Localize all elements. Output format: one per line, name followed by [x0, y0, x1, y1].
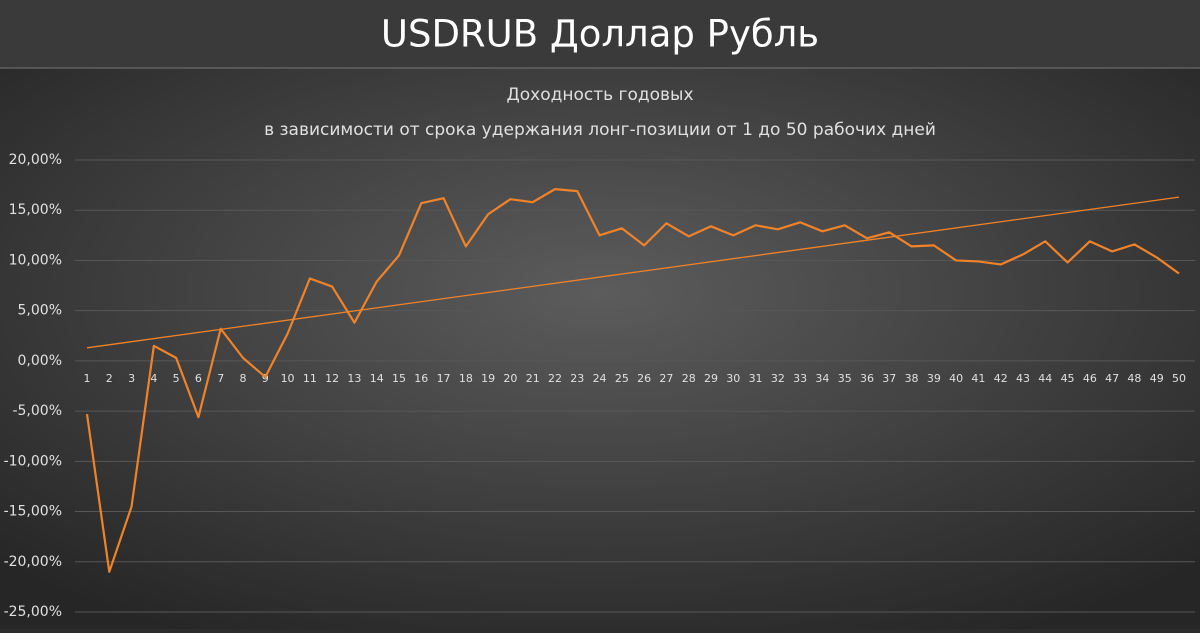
x-tick-label: 19: [481, 372, 495, 385]
x-tick-label: 2: [106, 372, 113, 385]
x-tick-label: 21: [526, 372, 540, 385]
x-tick-label: 40: [949, 372, 963, 385]
x-tick-label: 11: [303, 372, 317, 385]
x-tick-label: 42: [994, 372, 1008, 385]
y-tick-label: -20,00%: [4, 554, 62, 570]
x-tick-label: 43: [1016, 372, 1030, 385]
plot-background: [0, 68, 1200, 629]
y-tick-label: 15,00%: [9, 202, 62, 218]
x-tick-label: 47: [1105, 372, 1119, 385]
x-tick-label: 15: [392, 372, 406, 385]
x-tick-label: 31: [749, 372, 763, 385]
y-tick-label: 0,00%: [18, 353, 62, 369]
x-tick-label: 48: [1127, 372, 1141, 385]
x-tick-label: 10: [281, 372, 295, 385]
x-tick-label: 8: [240, 372, 247, 385]
x-tick-label: 37: [882, 372, 896, 385]
x-tick-label: 16: [414, 372, 428, 385]
x-tick-label: 44: [1038, 372, 1052, 385]
x-tick-label: 30: [726, 372, 740, 385]
x-tick-label: 34: [815, 372, 829, 385]
x-tick-label: 50: [1172, 372, 1186, 385]
x-tick-label: 12: [325, 372, 339, 385]
x-tick-label: 39: [927, 372, 941, 385]
y-tick-label: -10,00%: [4, 453, 62, 469]
x-tick-label: 20: [503, 372, 517, 385]
x-tick-label: 41: [971, 372, 985, 385]
y-tick-label: -25,00%: [4, 604, 62, 620]
x-tick-label: 23: [570, 372, 584, 385]
x-tick-label: 32: [771, 372, 785, 385]
x-tick-label: 7: [217, 372, 224, 385]
y-tick-label: 10,00%: [9, 252, 62, 268]
x-tick-label: 3: [128, 372, 135, 385]
data-line: [85, 188, 1180, 573]
x-tick-label: 29: [704, 372, 718, 385]
x-tick-label: 17: [437, 372, 451, 385]
x-tick-label: 35: [838, 372, 852, 385]
x-tick-label: 6: [195, 372, 202, 385]
x-tick-label: 22: [548, 372, 562, 385]
x-tick-label: 49: [1150, 372, 1164, 385]
x-tick-label: 24: [593, 372, 607, 385]
title-banner: [0, 0, 1200, 68]
x-tick-label: 33: [793, 372, 807, 385]
y-tick-label: -5,00%: [12, 403, 62, 419]
y-tick-label: -15,00%: [4, 504, 62, 520]
x-tick-label: 1: [84, 372, 91, 385]
chart-subtitle: Доходность годовых: [506, 85, 693, 105]
x-tick-label: 45: [1061, 372, 1075, 385]
x-tick-label: 26: [637, 372, 651, 385]
x-tick-label: 4: [150, 372, 157, 385]
x-tick-label: 5: [173, 372, 180, 385]
trendline: [86, 196, 1180, 349]
x-tick-label: 38: [905, 372, 919, 385]
x-tick-label: 18: [459, 372, 473, 385]
chart-title: USDRUB Доллар Рубль: [381, 13, 819, 56]
x-tick-label: 9: [262, 372, 269, 385]
y-tick-label: 20,00%: [9, 152, 62, 168]
x-tick-label: 46: [1083, 372, 1097, 385]
x-tick-label: 36: [860, 372, 874, 385]
x-tick-label: 27: [659, 372, 673, 385]
x-tick-label: 28: [682, 372, 696, 385]
chart-subtitle: в зависимости от срока удержания лонг-по…: [264, 120, 936, 140]
y-tick-label: 5,00%: [18, 303, 62, 319]
x-tick-label: 13: [347, 372, 361, 385]
x-tick-label: 14: [370, 372, 384, 385]
x-tick-label: 25: [615, 372, 629, 385]
